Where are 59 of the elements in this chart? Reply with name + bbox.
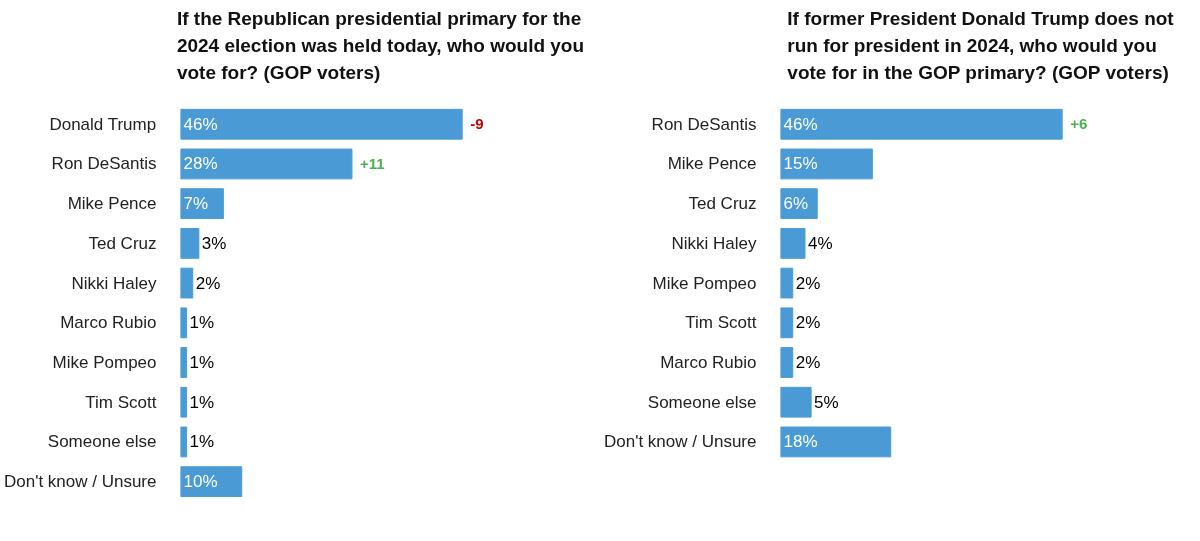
y-tick-label: Mike Pence [667,154,757,174]
y-tick-label: Mike Pence [67,194,157,214]
bar [180,307,188,339]
data-label: 2% [795,273,821,293]
bar [780,148,873,180]
bar [180,426,188,458]
y-tick-label: Tim Scott [685,313,757,333]
y-tick-label: Mike Pompeo [52,353,157,373]
data-label: 15% [783,154,818,174]
data-label: 5% [814,392,839,412]
bar [180,227,200,259]
y-tick-label: Someone else [647,392,757,412]
y-tick-label: Ron DeSantis [51,154,157,174]
data-label: 1% [189,353,215,373]
y-tick-label: Ted Cruz [688,194,757,214]
data-label: 1% [189,313,215,333]
bar [780,307,794,339]
chart-title: If the Republican presidential primary for the 2024 election was held today, who would you vote for? (GOP voters) [176,7,585,84]
bar [780,108,1063,140]
bar [780,426,892,458]
y-tick-label: Tim Scott [85,392,157,412]
text: -9 [470,115,484,133]
y-tick-label: Someone else [47,432,157,452]
y-tick-label: Nikki Haley [671,233,757,253]
data-label: 46% [183,114,218,134]
data-label: 7% [183,194,209,214]
data-label: 2% [795,313,821,333]
data-label: 1% [189,432,215,452]
bar [180,347,188,378]
y-tick-label: Ron DeSantis [651,114,757,134]
text: +6 [1070,115,1088,133]
data-label: 1% [189,392,215,412]
data-label: 3% [201,233,227,253]
y-tick-label: Don't know / Unsure [3,472,157,492]
bar [780,386,812,418]
data-label: 6% [783,194,809,214]
bar [780,267,794,299]
bar [180,267,194,299]
data-label: 18% [783,432,818,452]
y-tick-label: Marco Rubio [660,353,757,373]
y-tick-label: Marco Rubio [60,313,157,333]
annotation: +11 [359,154,385,172]
y-tick-label: Ted Cruz [88,233,157,253]
bar [180,148,353,180]
data-label: 2% [195,273,221,293]
data-label: 2% [795,353,821,373]
chart-title: If former President Donald Trump does not run for president in 2024, who would you vote for in the GOP primary? (GOP voters) [787,7,1175,84]
y-tick-label: Mike Pompeo [652,273,757,293]
bar [180,108,463,140]
bar [780,227,806,259]
data-label: 4% [807,233,833,253]
data-label: 28% [183,154,218,174]
data-label: 46% [783,114,818,134]
data-label: 10% [183,472,218,492]
bar [180,386,188,418]
bar [780,347,794,378]
y-tick-label: Donald Trump [49,114,157,134]
y-tick-label: Don't know / Unsure [603,432,757,452]
y-tick-label: Nikki Haley [71,273,157,293]
